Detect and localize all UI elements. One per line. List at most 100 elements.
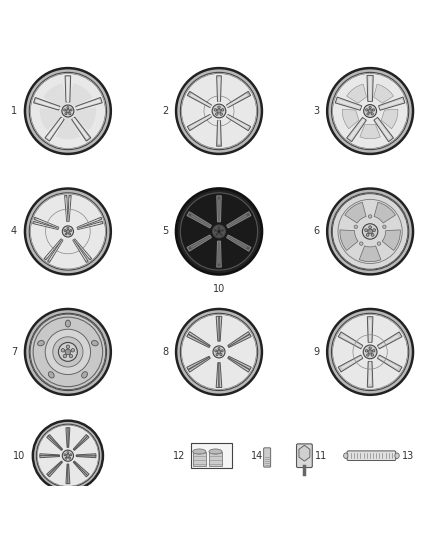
Polygon shape [227,94,247,107]
Polygon shape [228,357,251,371]
Polygon shape [187,91,212,108]
Circle shape [362,224,378,239]
Polygon shape [378,335,398,348]
Polygon shape [360,125,380,139]
Polygon shape [187,334,210,348]
Polygon shape [191,94,211,107]
Circle shape [69,112,71,115]
Polygon shape [378,332,402,349]
Polygon shape [346,117,366,142]
Polygon shape [187,212,212,228]
Polygon shape [216,362,219,387]
Circle shape [218,227,220,229]
Text: 6: 6 [313,227,319,237]
Text: 3: 3 [313,106,319,116]
Circle shape [368,215,372,218]
Polygon shape [187,235,212,251]
Polygon shape [216,316,219,341]
Circle shape [29,72,106,150]
Polygon shape [44,239,62,260]
Polygon shape [73,434,88,450]
Circle shape [53,337,83,367]
Circle shape [217,109,221,113]
Polygon shape [33,218,59,229]
Polygon shape [338,332,363,349]
Circle shape [371,354,374,356]
Polygon shape [369,77,371,100]
Polygon shape [228,332,250,346]
Circle shape [368,109,372,113]
Polygon shape [40,108,68,130]
FancyBboxPatch shape [347,451,396,461]
Polygon shape [40,454,60,456]
Circle shape [64,109,66,111]
Polygon shape [376,119,391,139]
Polygon shape [76,100,100,109]
Text: 10: 10 [13,451,25,461]
Polygon shape [382,230,400,251]
Circle shape [64,230,66,231]
Text: 8: 8 [162,347,168,357]
Circle shape [332,193,408,269]
Polygon shape [378,356,398,369]
Polygon shape [369,320,371,342]
Circle shape [212,225,226,238]
Polygon shape [188,332,210,346]
Circle shape [62,450,74,462]
Polygon shape [367,361,373,387]
Circle shape [377,242,381,245]
Polygon shape [218,120,220,143]
Polygon shape [36,219,59,228]
Circle shape [70,230,72,231]
Polygon shape [76,454,96,456]
Circle shape [327,309,413,395]
Ellipse shape [92,341,98,346]
Polygon shape [68,198,71,221]
Polygon shape [227,236,247,248]
Polygon shape [76,98,102,110]
Circle shape [212,104,226,118]
FancyBboxPatch shape [209,451,222,466]
Polygon shape [47,436,62,450]
Ellipse shape [343,453,348,458]
Polygon shape [78,221,103,230]
Polygon shape [65,196,68,222]
Circle shape [360,242,363,245]
Circle shape [63,354,67,358]
Polygon shape [187,115,212,131]
Polygon shape [66,427,68,447]
Polygon shape [217,316,221,341]
Circle shape [220,113,223,115]
FancyBboxPatch shape [264,448,271,467]
Circle shape [25,189,111,274]
Polygon shape [227,215,247,227]
Text: 7: 7 [11,347,17,357]
Circle shape [25,68,111,154]
Text: 13: 13 [402,451,414,461]
Polygon shape [191,116,211,128]
Circle shape [371,233,374,236]
Circle shape [71,349,74,352]
Ellipse shape [193,449,206,454]
Polygon shape [74,436,89,450]
Polygon shape [48,462,63,477]
Polygon shape [67,78,69,102]
Polygon shape [217,241,221,267]
Text: 11: 11 [315,451,328,461]
Polygon shape [68,108,96,130]
Circle shape [365,350,368,352]
Polygon shape [226,235,251,251]
Polygon shape [374,202,396,223]
Circle shape [369,347,371,349]
Circle shape [221,109,224,111]
FancyBboxPatch shape [193,451,206,466]
Ellipse shape [209,449,222,454]
Polygon shape [226,212,251,228]
Polygon shape [74,239,92,260]
Circle shape [180,193,258,270]
Circle shape [67,451,69,454]
Polygon shape [374,117,394,142]
Circle shape [65,457,67,459]
Circle shape [70,109,72,111]
Polygon shape [369,361,371,384]
